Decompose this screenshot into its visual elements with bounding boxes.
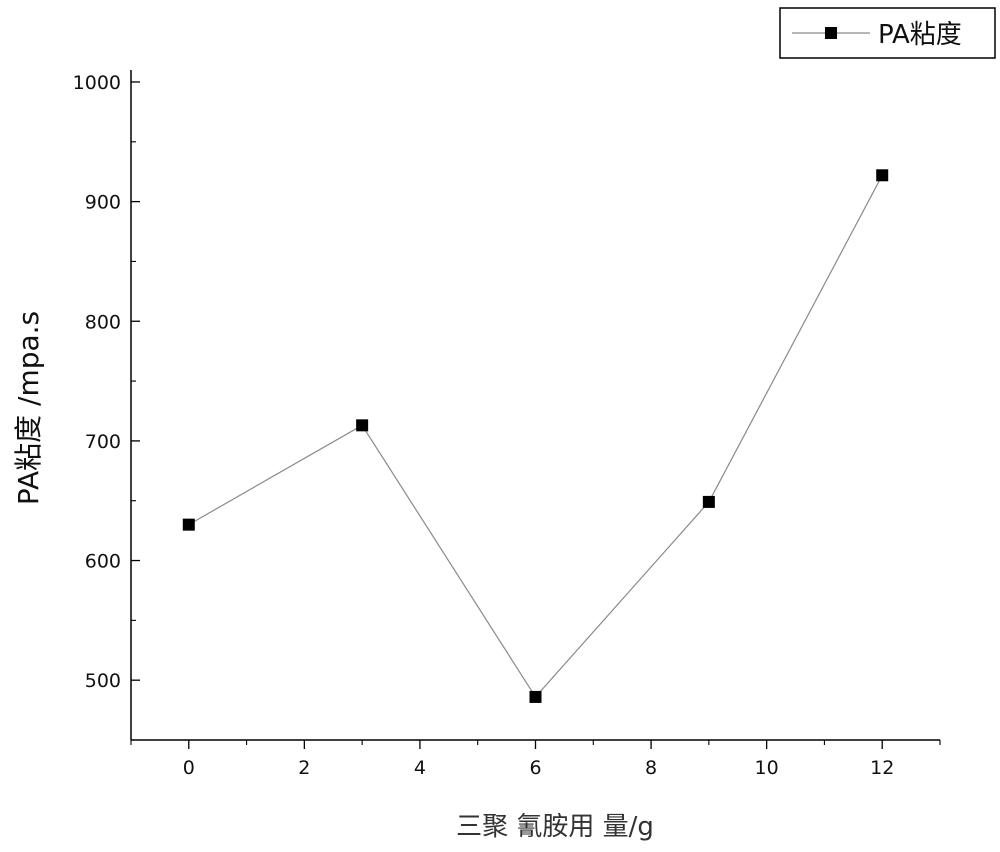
x-tick-label: 0 [183,757,195,779]
y-axis-label: PA粘度 /mpa.s [12,311,45,505]
x-tick-label: 12 [870,757,894,779]
x-tick-label: 6 [529,757,541,779]
data-point-marker [182,518,195,531]
data-point-marker [529,690,542,703]
x-tick-label: 4 [414,757,426,779]
data-point-marker [702,495,715,508]
plot-axes: 500 600 700 800 900 1000 0 2 4 6 8 10 12 [73,70,941,779]
data-point-marker [356,419,369,432]
y-tick-label: 1000 [73,72,121,94]
legend-marker-square [825,27,837,39]
y-tick-label: 600 [85,551,121,573]
x-tick-label: 2 [298,757,310,779]
data-point-marker [876,169,889,182]
series-layer [182,169,889,703]
legend-label: PA粘度 [878,20,962,50]
y-tick-label: 900 [85,192,121,214]
y-tick-label: 500 [85,670,121,692]
x-tick-label: 10 [755,757,779,779]
series-line [188,175,883,698]
legend: PA粘度 [779,7,996,59]
y-tick-label: 800 [85,311,121,333]
y-tick-label: 700 [85,431,121,453]
x-axis-label: 三聚 氰胺用 量/g [456,812,654,842]
x-tick-label: 8 [645,757,657,779]
